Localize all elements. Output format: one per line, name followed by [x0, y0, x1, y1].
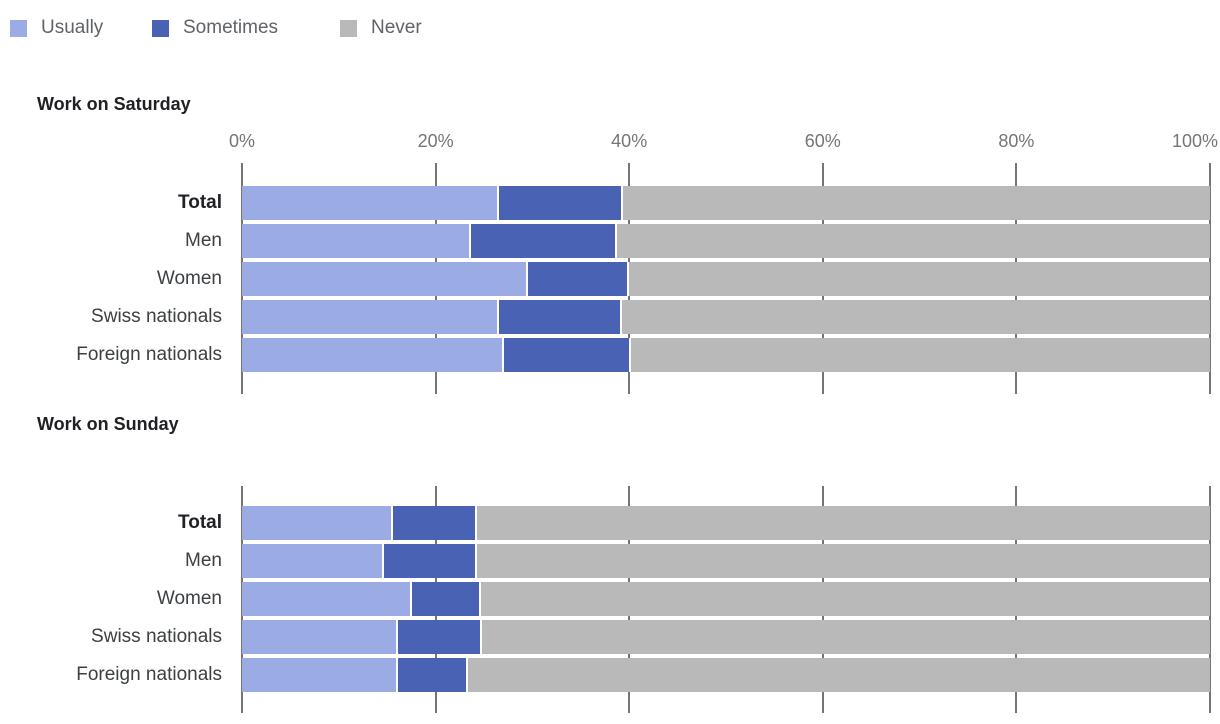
legend-item-sometimes: Sometimes: [152, 14, 278, 42]
category-label: Swiss nationals: [91, 626, 222, 647]
bar-row: [242, 262, 1210, 296]
x-tick-label: 0%: [228, 131, 256, 151]
legend-label: Usually: [41, 17, 104, 38]
x-tick-label: 20%: [417, 131, 454, 151]
legend-swatch-icon: [10, 19, 27, 37]
category-label: Women: [156, 588, 222, 609]
x-tick-label: 80%: [998, 131, 1035, 151]
bar-segment-never: [477, 506, 1210, 540]
bar-segment-never: [482, 620, 1210, 654]
bar-segment-sometimes: [383, 544, 478, 578]
category-label: Foreign nationals: [76, 344, 222, 365]
bar-segment-sometimes: [398, 658, 468, 692]
bar-row: [242, 224, 1210, 258]
bar-row: [242, 338, 1210, 372]
plot-area: [241, 163, 1211, 394]
legend-swatch-icon: [340, 19, 357, 37]
bar-segment-usually: [242, 658, 399, 692]
bar-segment-never: [630, 338, 1210, 372]
gridline: [1209, 486, 1211, 713]
category-label: Foreign nationals: [76, 664, 222, 685]
legend-item-usually: Usually: [10, 14, 103, 42]
bar-segment-usually: [242, 300, 500, 334]
bar-segment-usually: [242, 262, 529, 296]
bar-segment-usually: [242, 620, 399, 654]
bar-segment-never: [628, 262, 1210, 296]
bar-segment-usually: [242, 186, 500, 220]
bar-row: [242, 582, 1210, 616]
chart-title: Work on Saturday: [37, 94, 191, 114]
bar-row: [242, 658, 1210, 692]
bar-segment-usually: [242, 506, 394, 540]
x-tick-label: 40%: [611, 131, 648, 151]
bar-row: [242, 300, 1210, 334]
legend-label: Never: [371, 17, 422, 38]
x-tick-label: 60%: [804, 131, 841, 151]
bar-segment-never: [477, 544, 1210, 578]
plot-area: [241, 486, 1211, 713]
bar-segment-never: [467, 658, 1210, 692]
bar-segment-sometimes: [398, 620, 483, 654]
category-label: Total: [178, 512, 222, 533]
x-axis-tick-labels: 0% 20% 40% 60% 80% 100%: [229, 129, 1218, 153]
chart-legend: Usually Sometimes Never: [0, 14, 1220, 42]
bar-segment-never: [621, 300, 1210, 334]
category-label: Men: [185, 550, 222, 571]
bar-segment-sometimes: [528, 262, 629, 296]
category-label: Total: [178, 192, 222, 213]
legend-swatch-icon: [152, 19, 169, 37]
category-label: Women: [156, 268, 222, 289]
bar-row: [242, 620, 1210, 654]
bar-segment-usually: [242, 582, 412, 616]
bar-row: [242, 544, 1210, 578]
chart-work-on-saturday: Work on Saturday 0% 20% 40% 60% 80% 100% Tota…: [0, 93, 1220, 394]
chart-work-on-sunday: Work on Sunday Total Men Women Swiss nation…: [0, 413, 1220, 713]
bar-segment-sometimes: [411, 582, 482, 616]
bar-segment-sometimes: [393, 506, 478, 540]
bar-segment-usually: [242, 224, 471, 258]
bar-segment-sometimes: [499, 186, 623, 220]
bar-segment-sometimes: [470, 224, 618, 258]
bar-row: [242, 506, 1210, 540]
chart-title: Work on Sunday: [37, 414, 179, 434]
bar-segment-never: [617, 224, 1210, 258]
legend-label: Sometimes: [183, 17, 279, 38]
bar-row: [242, 186, 1210, 220]
gridline: [1209, 163, 1211, 394]
bar-segment-sometimes: [504, 338, 631, 372]
bar-segment-usually: [242, 338, 505, 372]
bar-segment-usually: [242, 544, 384, 578]
bar-segment-never: [481, 582, 1210, 616]
category-label: Men: [185, 230, 222, 251]
x-tick-label: 100%: [1171, 131, 1218, 151]
legend-item-never: Never: [340, 14, 422, 42]
bar-segment-never: [622, 186, 1210, 220]
bar-segment-sometimes: [499, 300, 622, 334]
category-label: Swiss nationals: [91, 306, 222, 327]
